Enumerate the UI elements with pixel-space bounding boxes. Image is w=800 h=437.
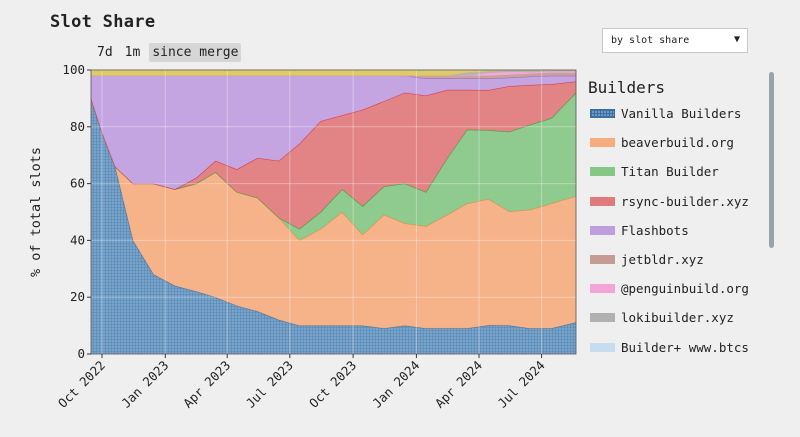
x-tick-label: Jan 2024 — [369, 358, 422, 411]
page-title: Slot Share — [50, 12, 156, 32]
legend-swatch — [590, 167, 615, 177]
legend-swatch — [590, 138, 615, 148]
legend-label: Titan Builder — [621, 164, 719, 180]
legend-label: lokibuilder.xyz — [621, 310, 734, 326]
legend-swatch — [590, 109, 615, 119]
legend-scrollbar[interactable] — [769, 72, 774, 248]
legend-swatch — [590, 284, 615, 294]
legend-swatch — [590, 255, 615, 265]
legend-label: rsync-builder.xyz — [621, 193, 749, 209]
range-selector: 7d 1m since merge — [94, 43, 242, 62]
x-tick-label: Oct 2022 — [55, 358, 108, 411]
sort-dropdown-value: by slot share — [611, 35, 690, 46]
x-tick-label: Apr 2024 — [432, 358, 485, 411]
legend-item[interactable]: Flashbots — [590, 216, 749, 245]
y-tick-label: 100 — [62, 62, 85, 77]
sort-dropdown[interactable]: by slot share ▼ — [602, 28, 748, 53]
legend-item[interactable]: rsync-builder.xyz — [590, 187, 749, 216]
legend-item[interactable]: @penguinbuild.org — [590, 274, 749, 303]
legend-label: Builder+ www.btcs — [621, 339, 749, 355]
legend-swatch — [590, 342, 615, 352]
x-tick-label: Jul 2024 — [495, 358, 548, 411]
legend-item[interactable]: Builder+ www.btcs — [590, 333, 749, 362]
y-tick-label: 0 — [77, 346, 85, 361]
y-axis-label: % of total slots — [28, 147, 44, 277]
x-tick-label: Jan 2023 — [118, 358, 171, 411]
chevron-down-icon: ▼ — [733, 34, 740, 45]
legend-item[interactable]: Titan Builder — [590, 157, 749, 186]
y-tick-label: 60 — [70, 176, 85, 191]
legend-label: Vanilla Builders — [621, 106, 742, 122]
x-tick-label: Oct 2023 — [306, 358, 359, 411]
range-7d-button[interactable]: 7d — [97, 45, 113, 60]
legend-label: @penguinbuild.org — [621, 281, 749, 297]
legend-item[interactable]: lokibuilder.xyz — [590, 303, 749, 332]
y-tick-label: 80 — [70, 119, 85, 134]
legend-item[interactable]: Vanilla Builders — [590, 99, 749, 128]
area-beaverbuild-org — [91, 98, 576, 329]
plot-frame — [90, 69, 577, 355]
legend-label: Flashbots — [621, 222, 689, 238]
legend-title: Builders — [588, 78, 666, 97]
legend-label: jetbldr.xyz — [621, 252, 704, 268]
legend-label: beaverbuild.org — [621, 135, 734, 151]
legend-item[interactable]: jetbldr.xyz — [590, 245, 749, 274]
area-rsync-builder-xyz — [91, 81, 576, 229]
area-jetbldr-xyz — [91, 72, 576, 79]
x-tick-label: Apr 2023 — [180, 358, 233, 411]
legend: Vanilla Builders beaverbuild.org Titan Bui… — [590, 99, 749, 362]
area-flashbots — [91, 75, 576, 190]
legend-swatch — [590, 225, 615, 235]
legend-swatch — [590, 313, 615, 323]
range-1m-button[interactable]: 1m — [124, 45, 141, 60]
area-other-9 — [91, 70, 576, 76]
x-tick-label: Jul 2023 — [243, 358, 296, 411]
legend-item[interactable]: beaverbuild.org — [590, 128, 749, 157]
range-since-merge-button[interactable]: since merge — [149, 43, 242, 62]
y-tick-label: 20 — [70, 289, 85, 304]
area-titan-builder — [91, 92, 576, 241]
legend-swatch — [590, 196, 615, 206]
y-tick-label: 40 — [70, 232, 85, 247]
